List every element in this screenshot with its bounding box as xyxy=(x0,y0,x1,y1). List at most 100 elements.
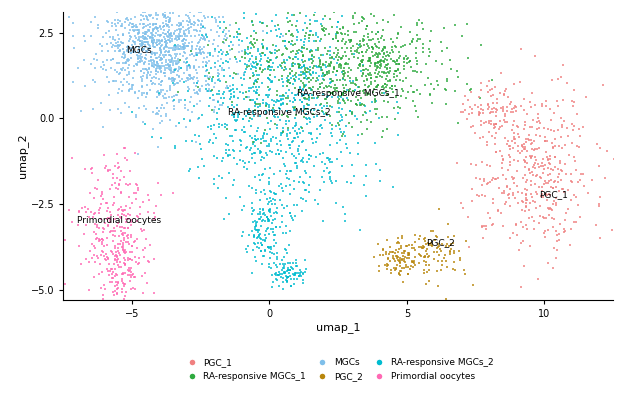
Point xyxy=(118,243,128,250)
Point xyxy=(470,130,480,136)
Point xyxy=(379,50,389,56)
Point xyxy=(336,63,346,69)
Point xyxy=(257,236,267,243)
Point xyxy=(158,29,168,36)
Point xyxy=(474,193,484,200)
Point xyxy=(171,44,181,50)
Point xyxy=(276,274,286,280)
Point xyxy=(125,249,135,256)
Point xyxy=(357,73,367,80)
Point xyxy=(295,84,305,90)
Point xyxy=(506,162,516,168)
Point xyxy=(322,84,332,90)
Point xyxy=(123,239,133,246)
Point xyxy=(150,50,160,57)
Point xyxy=(288,104,298,110)
Point xyxy=(160,36,170,42)
Point xyxy=(569,158,580,165)
Point xyxy=(184,40,194,46)
Point xyxy=(399,66,409,72)
Point xyxy=(362,49,372,56)
Point xyxy=(135,56,145,62)
Point xyxy=(394,70,404,76)
Point xyxy=(299,62,309,69)
Point xyxy=(317,26,327,33)
Point xyxy=(502,184,512,190)
Point xyxy=(324,174,334,180)
Point xyxy=(440,251,450,258)
Point xyxy=(160,91,170,97)
Point xyxy=(258,135,268,141)
Point xyxy=(217,51,228,58)
Point xyxy=(595,203,605,210)
Point xyxy=(98,292,108,298)
Point xyxy=(301,187,311,194)
Point xyxy=(264,175,274,182)
Point xyxy=(319,27,329,34)
Point xyxy=(169,82,179,88)
Point xyxy=(168,97,178,104)
Point xyxy=(341,61,351,67)
Point xyxy=(161,113,171,119)
Point xyxy=(146,69,156,76)
Point xyxy=(356,101,366,108)
Point xyxy=(200,59,210,65)
Point xyxy=(344,88,354,94)
Point xyxy=(321,58,331,65)
Point xyxy=(363,67,374,74)
Point xyxy=(277,270,287,277)
Point xyxy=(173,7,183,14)
Point xyxy=(545,106,556,112)
Point xyxy=(131,0,142,2)
Point xyxy=(107,270,117,277)
Point xyxy=(172,46,182,52)
Point xyxy=(600,175,610,181)
Point xyxy=(314,54,324,61)
Point xyxy=(137,92,147,98)
Point xyxy=(351,101,361,108)
Point xyxy=(114,164,125,171)
Point xyxy=(421,258,431,265)
Point xyxy=(196,24,206,31)
Point xyxy=(272,256,282,262)
Point xyxy=(293,91,303,97)
Point xyxy=(183,76,193,83)
Point xyxy=(557,124,567,130)
Point xyxy=(279,2,289,9)
Point xyxy=(166,58,176,64)
Point xyxy=(343,28,353,34)
Point xyxy=(528,172,538,178)
Point xyxy=(322,111,332,118)
Point xyxy=(278,261,288,267)
Point xyxy=(240,128,250,135)
Point xyxy=(404,251,414,257)
Point xyxy=(207,87,217,93)
Point xyxy=(271,271,281,278)
Point xyxy=(168,77,178,83)
Point xyxy=(482,138,492,145)
Point xyxy=(287,60,297,67)
Point xyxy=(113,39,123,45)
Point xyxy=(308,58,318,64)
Point xyxy=(340,48,350,55)
Point xyxy=(498,157,508,163)
Legend: PGC_1, RA-responsive MGCs_1, MGCs, PGC_2, RA-responsive MGCs_2, Primordial oocyt: PGC_1, RA-responsive MGCs_1, MGCs, PGC_2… xyxy=(181,356,495,382)
Point xyxy=(218,60,228,66)
Point xyxy=(226,94,236,100)
Point xyxy=(298,158,308,165)
Point xyxy=(291,154,301,161)
Point xyxy=(97,239,107,246)
Point xyxy=(248,108,258,114)
Point xyxy=(275,106,285,112)
Point xyxy=(261,228,271,234)
Point xyxy=(106,266,116,272)
Point xyxy=(294,273,304,279)
Point xyxy=(92,230,102,237)
Point xyxy=(531,205,541,212)
Point xyxy=(329,85,339,92)
Point xyxy=(393,132,403,138)
Point xyxy=(290,54,300,60)
Point xyxy=(362,117,372,123)
Point xyxy=(598,82,608,88)
Point xyxy=(322,68,332,75)
